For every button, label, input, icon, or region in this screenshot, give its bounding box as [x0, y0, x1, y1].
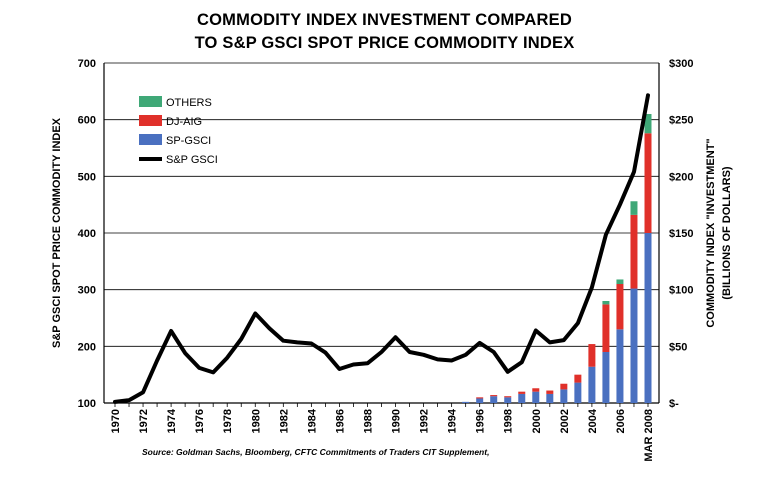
- bar-dj-aig-2000: [532, 388, 540, 392]
- bar-sp-gsci-2006: [616, 329, 624, 403]
- x-tick-label: 1982: [278, 409, 290, 433]
- bar-sp-gsci-1997: [490, 396, 498, 403]
- chart-title-line-2: TO S&P GSCI SPOT PRICE COMMODITY INDEX: [194, 34, 575, 52]
- y-right-tick-label: $200: [669, 171, 693, 183]
- x-tick-label: 1994: [447, 408, 459, 433]
- x-tick-label: 1978: [222, 409, 234, 433]
- bar-dj-aig-2003: [574, 374, 582, 383]
- source-note: Source: Goldman Sachs, Bloomberg, CFTC C…: [142, 447, 490, 457]
- y-left-axis-title: S&P GSCI SPOT PRICE COMMODITY INDEX: [51, 117, 63, 348]
- bar-sp-gsci-1996: [476, 398, 484, 403]
- bar-others-2005: [602, 301, 610, 305]
- x-tick-label: 1990: [391, 409, 403, 433]
- y-right-tick-label: $50: [669, 341, 687, 353]
- x-tick-label: 1984: [306, 408, 318, 433]
- x-tick-label: 1974: [166, 408, 178, 433]
- legend-swatch-others: [139, 96, 162, 107]
- legend-label: SP-GSCI: [166, 135, 211, 147]
- y-right-tick-label: $-: [669, 398, 679, 410]
- y-right-axis-title-line-2: (BILLIONS OF DOLLARS): [721, 166, 733, 300]
- legend-label: S&P GSCI: [166, 154, 218, 166]
- bar-sp-gsci-2002: [560, 389, 568, 403]
- x-tick-label: 1976: [194, 409, 206, 433]
- bar-dj-aig-1996: [476, 397, 484, 399]
- bar-sp-gsci-2008: [644, 233, 652, 403]
- y-right-tick-label: $300: [669, 58, 693, 70]
- bar-sp-gsci-2001: [546, 393, 554, 403]
- bar-sp-gsci-1998: [504, 397, 512, 403]
- y-right-tick-label: $100: [669, 285, 693, 297]
- bar-sp-gsci-2007: [630, 288, 638, 403]
- bar-dj-aig-2008: [644, 133, 652, 233]
- bar-dj-aig-2001: [546, 390, 554, 394]
- y-left-tick-label: 300: [78, 285, 96, 297]
- y-right-tick-label: $150: [669, 228, 693, 240]
- y-right-tick-label: $250: [669, 115, 693, 127]
- x-tick-label: 1986: [334, 409, 346, 433]
- chart-title-line-1: COMMODITY INDEX INVESTMENT COMPARED: [197, 11, 572, 29]
- bar-dj-aig-2002: [560, 383, 568, 390]
- bar-others-2008: [644, 114, 652, 134]
- legend-label: DJ-AIG: [166, 116, 202, 128]
- x-tick-label: 2000: [531, 409, 543, 433]
- bar-sp-gsci-2004: [588, 366, 596, 403]
- bar-others-2007: [630, 201, 638, 215]
- bar-sp-gsci-2005: [602, 352, 610, 403]
- x-tick-label: 1980: [250, 409, 262, 433]
- bar-others-2006: [616, 279, 624, 284]
- bar-dj-aig-2007: [630, 214, 638, 289]
- x-tick-label: 1998: [503, 409, 515, 433]
- bar-dj-aig-2005: [602, 304, 610, 352]
- x-tick-label: MAR 2008: [643, 409, 655, 462]
- y-left-tick-label: 100: [78, 398, 96, 410]
- y-left-tick-label: 700: [78, 58, 96, 70]
- x-tick-label: 1988: [362, 409, 374, 433]
- sp-gsci-line: [113, 93, 650, 404]
- y-left-tick-label: 600: [78, 115, 96, 127]
- x-tick-label: 1992: [419, 409, 431, 433]
- x-tick-label: 2002: [559, 409, 571, 433]
- legend-label: OTHERS: [166, 97, 212, 109]
- x-tick-label: 1972: [138, 409, 150, 433]
- bar-sp-gsci-1999: [518, 393, 526, 403]
- bar-dj-aig-1998: [504, 396, 512, 398]
- y-left-tick-label: 500: [78, 171, 96, 183]
- y-left-tick-label: 400: [78, 228, 96, 240]
- x-tick-label: 1996: [475, 409, 487, 433]
- bar-sp-gsci-2003: [574, 382, 582, 403]
- bar-dj-aig-1999: [518, 391, 526, 394]
- bar-dj-aig-1997: [490, 395, 498, 397]
- y-right-axis-title-line-1: COMMODITY INDEX "INVESTMENT": [705, 138, 717, 327]
- x-tick-label: 2004: [587, 408, 599, 433]
- legend-swatch-dj-aig: [139, 115, 162, 126]
- bar-sp-gsci-2000: [532, 391, 540, 403]
- y-left-tick-label: 200: [78, 341, 96, 353]
- bar-dj-aig-2004: [588, 344, 596, 367]
- legend-swatch-sp-gsci: [139, 134, 162, 145]
- bar-dj-aig-2006: [616, 284, 624, 330]
- x-tick-label: 1970: [110, 409, 122, 433]
- bar-sp-gsci-1995: [462, 401, 470, 403]
- x-tick-label: 2006: [615, 409, 627, 433]
